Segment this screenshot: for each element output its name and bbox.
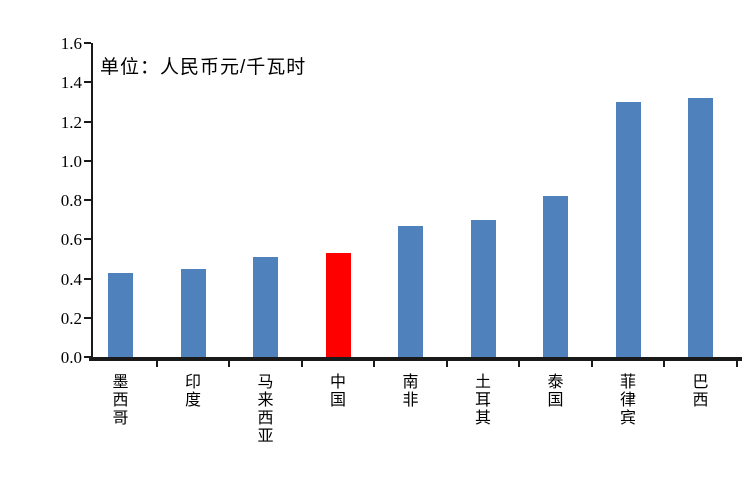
y-tick-mark [84,42,91,44]
bar-马来西亚 [253,256,278,357]
x-tick-mark [300,361,303,367]
y-tick-label: 1.2 [60,112,82,132]
bar-墨西哥 [108,272,133,357]
x-category-label: 菲律宾 [619,374,636,427]
bar-泰国 [543,196,568,357]
bar-中国 [325,252,351,357]
y-tick-label: 0.4 [60,269,82,289]
x-tick-mark [445,361,448,367]
x-category-label: 马来西亚 [257,374,274,445]
y-tick-label: 0.8 [60,191,82,210]
x-tick-mark [590,361,593,367]
x-tick-mark [663,361,666,367]
y-tick-mark [84,238,91,241]
y-tick-label: 1.6 [60,34,82,53]
y-axis-line [91,43,93,359]
y-tick-mark [84,81,91,84]
y-tick-mark [84,159,91,162]
x-category-label: 墨西哥 [112,374,129,427]
x-tick-mark [735,361,738,367]
x-category-label: 印度 [184,374,201,409]
bar-印度 [180,268,206,357]
bar-菲律宾 [615,101,641,357]
y-tick-label: 1.0 [60,151,82,171]
bar-土耳其 [470,219,496,357]
x-category-label: 中国 [329,374,346,409]
y-tick-label: 0.2 [60,308,82,328]
y-tick-label: 1.4 [60,73,82,93]
y-tick-label: 0.6 [60,230,82,250]
x-tick-mark [373,361,376,367]
x-tick-mark [518,361,521,367]
y-tick-mark [84,356,91,358]
x-category-label: 泰国 [547,374,564,409]
bar-南非 [398,225,423,357]
bar-巴西 [688,97,713,357]
y-tick-mark [84,277,91,280]
unit-annotation: 单位：人民币元/千瓦时 [100,57,307,78]
x-tick-mark [155,361,158,367]
x-category-label: 南非 [402,374,419,409]
y-tick-mark [84,199,91,201]
x-axis-line [89,357,742,361]
x-category-label: 巴西 [692,374,709,409]
x-category-label: 土耳其 [474,374,491,427]
x-tick-mark [228,361,231,367]
y-tick-mark [84,120,91,123]
y-tick-label: 0.0 [60,348,82,367]
y-tick-mark [84,316,91,319]
